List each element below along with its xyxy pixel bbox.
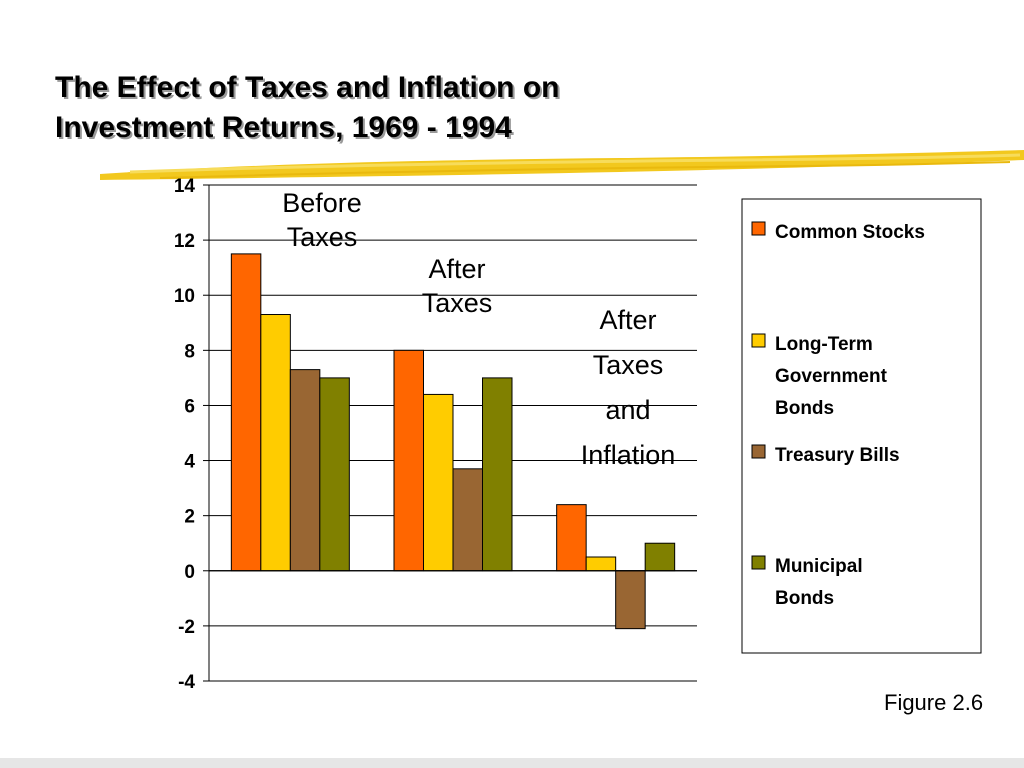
bar xyxy=(230,253,262,572)
category-labels: Before Taxes After Taxes After Taxes and Inflat… xyxy=(282,188,675,470)
bars xyxy=(230,253,676,630)
bar xyxy=(423,393,454,572)
category-label: After xyxy=(599,305,656,335)
axes xyxy=(203,184,697,682)
bar xyxy=(644,542,676,572)
legend-swatch xyxy=(751,444,766,459)
bar xyxy=(393,349,424,572)
y-tick-label: -4 xyxy=(178,672,195,693)
legend-label: Long-Term xyxy=(775,334,873,355)
slide-bottom-strip xyxy=(0,758,1024,768)
bar xyxy=(452,468,483,572)
y-tick-label: 4 xyxy=(184,452,195,473)
slide-title-line-2: Investment Returns, 1969 - 1994 xyxy=(55,111,512,144)
slide-title: The Effect of Taxes and Inflation on Inv… xyxy=(55,68,815,148)
category-label: Taxes xyxy=(422,288,493,318)
y-tick-labels: 14 12 10 8 6 4 2 0 -2 -4 xyxy=(174,176,196,693)
legend-box xyxy=(741,198,982,654)
bar xyxy=(556,504,587,572)
legend-label: Common Stocks xyxy=(775,222,925,243)
y-tick-label: 0 xyxy=(184,562,195,583)
bar xyxy=(482,377,513,572)
y-tick-label: 6 xyxy=(184,396,195,417)
legend-label: Treasury Bills xyxy=(775,445,900,466)
category-label: Inflation xyxy=(581,440,676,470)
category-label: Before xyxy=(282,188,362,218)
bar xyxy=(615,570,646,630)
bar xyxy=(289,369,321,572)
category-label: After xyxy=(428,254,485,284)
y-tick-label: 8 xyxy=(184,341,195,362)
legend-label: Bonds xyxy=(775,588,834,609)
y-tick-label: 12 xyxy=(174,231,195,252)
figure-label: Figure 2.6 xyxy=(884,690,984,715)
category-label: and xyxy=(605,395,650,425)
legend-swatch xyxy=(751,333,766,348)
legend-label: Municipal xyxy=(775,556,863,577)
bar xyxy=(260,314,291,572)
legend-label: Bonds xyxy=(775,398,834,419)
legend-swatch xyxy=(751,555,766,570)
title-underline-brush xyxy=(100,150,1024,180)
slide-title-line-1: The Effect of Taxes and Inflation on xyxy=(55,71,560,104)
y-tick-label: -2 xyxy=(178,617,195,638)
y-tick-label: 2 xyxy=(184,507,195,528)
category-label: Taxes xyxy=(287,222,358,252)
legend-swatch xyxy=(751,221,766,236)
legend: Common Stocks Long-Term Government Bonds Tre… xyxy=(741,198,982,654)
bar xyxy=(585,556,617,572)
category-label: Taxes xyxy=(593,350,664,380)
y-tick-label: 14 xyxy=(174,176,196,197)
y-tick-label: 10 xyxy=(174,286,195,307)
legend-label: Government xyxy=(775,366,888,387)
bar xyxy=(319,377,350,572)
